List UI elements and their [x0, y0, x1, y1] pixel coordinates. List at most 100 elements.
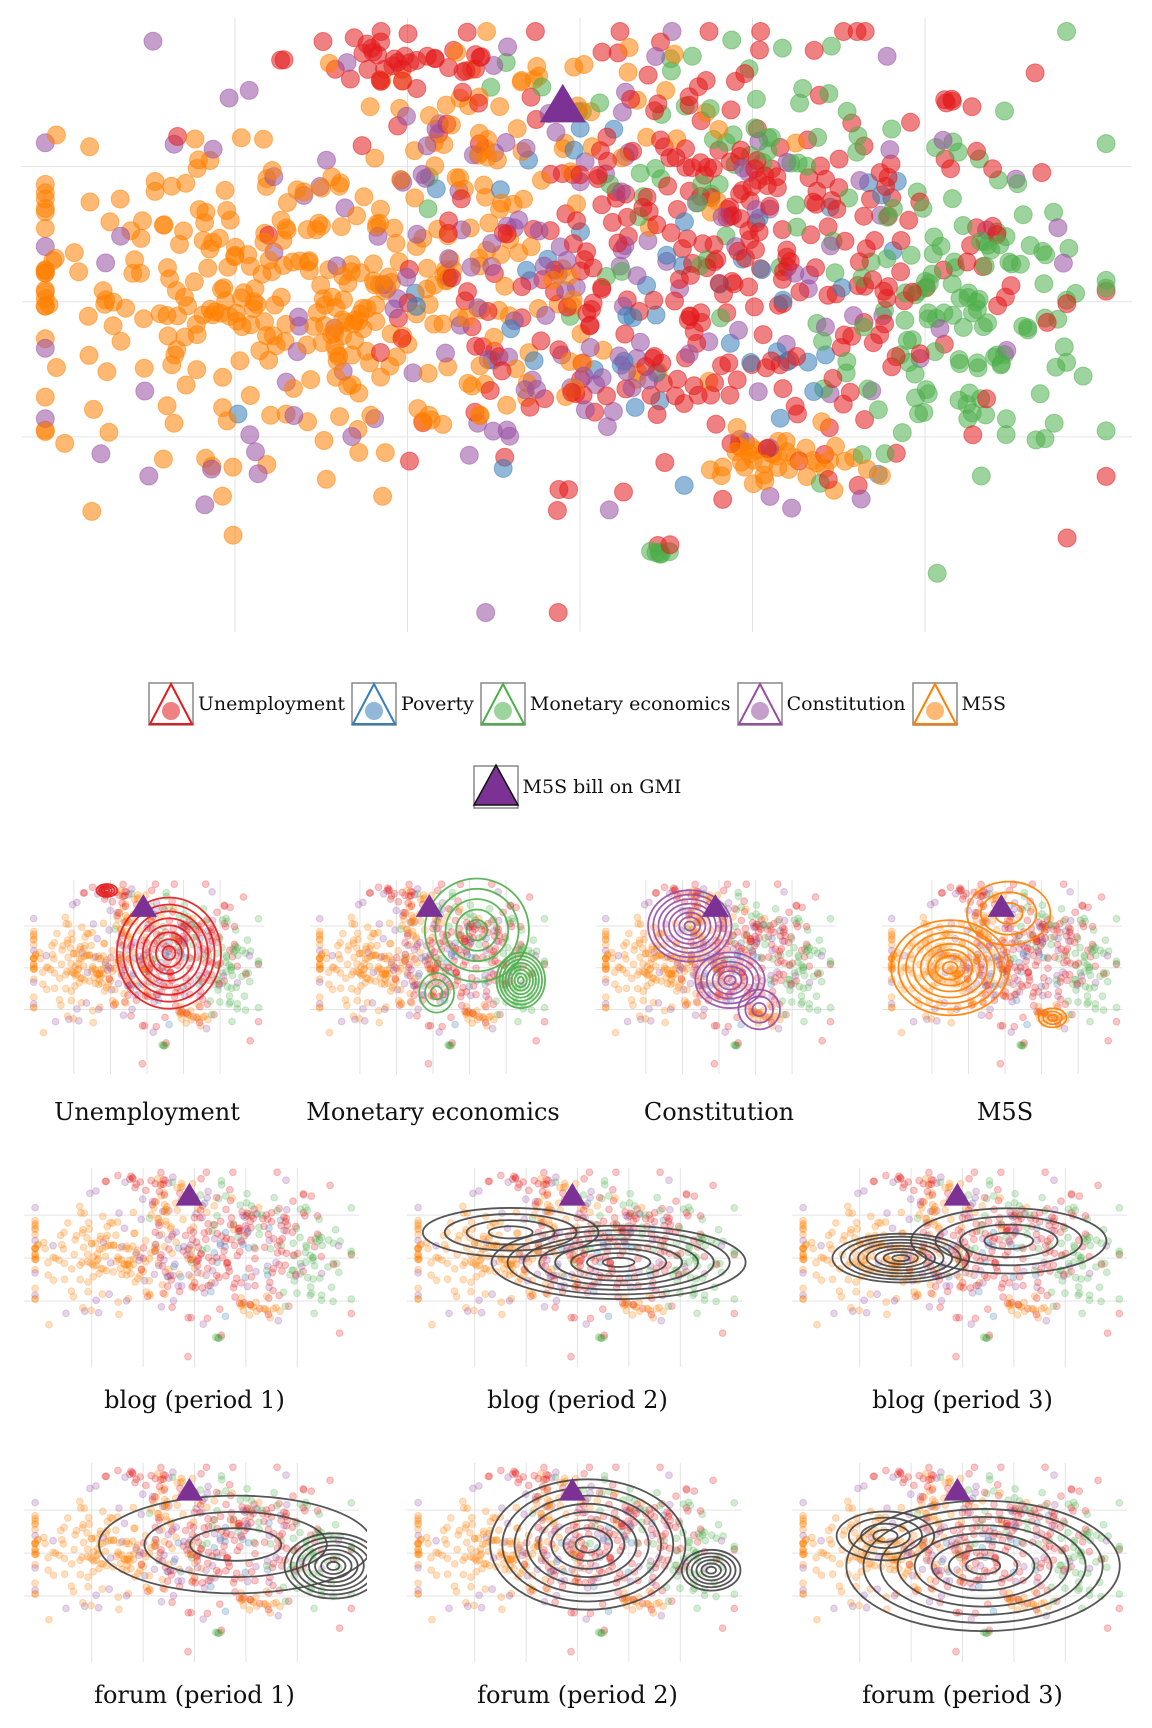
scatter-point — [29, 954, 38, 962]
scatter-point — [359, 965, 368, 974]
scatter-point — [72, 949, 81, 957]
scatter-point — [168, 897, 177, 906]
scatter-point — [1056, 919, 1064, 928]
scatter-point — [688, 193, 708, 213]
scatter-point — [1009, 980, 1018, 989]
scatter-point — [630, 1302, 639, 1311]
scatter-point — [325, 980, 333, 989]
scatter-point — [63, 1012, 72, 1021]
scatter-point — [398, 921, 407, 930]
scatter-point — [1023, 903, 1032, 912]
scatter-point — [357, 971, 366, 980]
scatter-point — [723, 880, 732, 889]
scatter-point — [1085, 963, 1094, 971]
scatter-point — [617, 207, 637, 227]
scatter-point — [1038, 901, 1047, 909]
scatter-point — [790, 979, 799, 988]
contour-line — [498, 955, 543, 1006]
scatter-point — [385, 952, 394, 960]
scatter-point — [151, 1246, 160, 1255]
scatter-point — [374, 1006, 383, 1015]
scatter-point — [383, 887, 391, 895]
scatter-point — [461, 1007, 469, 1016]
scatter-point — [921, 1012, 930, 1021]
scatter-point — [499, 949, 508, 958]
scatter-point — [407, 79, 427, 98]
scatter-point — [887, 1004, 896, 1012]
scatter-point — [665, 386, 685, 406]
scatter-point — [134, 309, 154, 329]
scatter-point — [752, 260, 772, 280]
scatter-point — [969, 289, 989, 309]
scatter-point — [264, 1230, 273, 1239]
scatter-point — [83, 929, 91, 938]
scatter-point — [601, 936, 610, 944]
scatter-point — [264, 1294, 273, 1303]
scatter-point — [99, 952, 108, 960]
scatter-point — [532, 1036, 541, 1045]
scatter-point — [254, 957, 263, 965]
scatter-point — [1026, 430, 1046, 450]
scatter-point — [77, 954, 86, 963]
scatter-point — [241, 1273, 250, 1282]
scatter-point — [741, 905, 750, 914]
scatter-point — [31, 1284, 40, 1293]
scatter-point — [367, 941, 375, 950]
scatter-point — [473, 921, 482, 929]
scatter-point — [698, 1215, 707, 1224]
scatter-point — [222, 914, 231, 923]
scatter-point — [490, 1015, 498, 1024]
scatter-point — [373, 486, 393, 506]
scatter-point — [458, 282, 477, 302]
bill-marker — [129, 894, 157, 917]
scatter-point — [115, 1209, 123, 1217]
scatter-point — [229, 1168, 237, 1177]
scatter-point — [1010, 990, 1019, 999]
scatter-point — [1101, 936, 1110, 944]
scatter-point — [383, 965, 391, 974]
scatter-point — [439, 249, 459, 269]
scatter-point — [47, 941, 56, 950]
scatter-point — [31, 1250, 40, 1259]
scatter-point — [1112, 959, 1121, 968]
scatter-point — [598, 1305, 607, 1314]
scatter-point — [111, 226, 131, 246]
scatter-point — [765, 953, 773, 962]
scatter-point — [380, 980, 389, 989]
scatter-point — [136, 1178, 145, 1186]
contour-line — [683, 920, 696, 932]
scatter-point — [1054, 337, 1074, 357]
scatter-point — [675, 212, 694, 232]
scatter-point — [31, 1251, 40, 1259]
scatter-point — [222, 1205, 230, 1214]
scatter-point — [397, 106, 416, 126]
scatter-point — [241, 1222, 250, 1230]
scatter-point — [342, 427, 362, 446]
scatter-point — [398, 888, 407, 897]
scatter-point — [902, 282, 922, 302]
scatter-point — [790, 282, 810, 302]
scatter-point — [186, 1007, 195, 1015]
scatter-point — [1085, 966, 1094, 975]
scatter-point — [757, 916, 766, 924]
scatter-point — [379, 934, 388, 943]
scatter-point — [229, 1221, 238, 1229]
scatter-point — [157, 1302, 166, 1311]
scatter-point — [191, 1283, 200, 1292]
scatter-point — [223, 982, 232, 991]
scatter-point — [312, 333, 332, 353]
scatter-point — [749, 222, 769, 242]
scatter-point — [1104, 1036, 1113, 1045]
scatter-point — [317, 950, 326, 959]
scatter-point — [786, 195, 806, 215]
scatter-point — [868, 400, 888, 420]
scatter-point — [630, 332, 650, 352]
scatter-point — [597, 1334, 606, 1343]
scatter-point — [669, 972, 677, 980]
scatter-point — [1086, 1017, 1094, 1026]
scatter-point — [1057, 22, 1077, 41]
scatter-point — [733, 928, 742, 936]
scatter-point — [192, 1012, 201, 1021]
scatter-point — [941, 159, 961, 179]
scatter-point — [142, 1288, 151, 1296]
